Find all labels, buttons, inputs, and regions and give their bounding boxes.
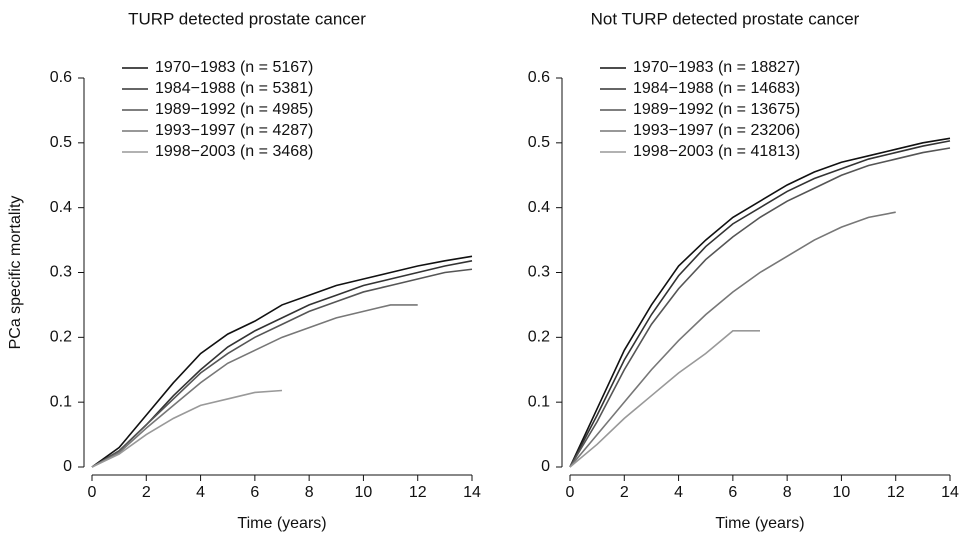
- x-tick-label: 10: [355, 484, 373, 501]
- y-tick-label: 0: [541, 458, 550, 475]
- legend-label: 1970−1983 (n = 18827): [633, 59, 800, 76]
- y-tick-label: 0.2: [528, 329, 550, 346]
- legend-label: 1970−1983 (n = 5167): [155, 59, 313, 76]
- y-tick-label: 0.5: [50, 134, 72, 151]
- y-tick-label: 0.2: [50, 329, 72, 346]
- series-line: [569, 211, 896, 468]
- x-tick-label: 6: [250, 484, 259, 501]
- series-line: [569, 147, 951, 468]
- x-tick-label: 0: [88, 484, 97, 501]
- x-tick-label: 2: [620, 484, 629, 501]
- series-line: [91, 304, 418, 468]
- legend-label: 1993−1997 (n = 23206): [633, 122, 800, 139]
- series-line: [569, 330, 760, 468]
- x-tick-label: 4: [196, 484, 205, 501]
- y-tick-label: 0.5: [528, 134, 550, 151]
- legend-label: 1989−1992 (n = 4985): [155, 101, 313, 118]
- y-tick-label: 0.3: [50, 264, 72, 281]
- y-tick-label: 0.4: [50, 199, 72, 216]
- x-tick-label: 12: [887, 484, 905, 501]
- legend-label: 1984−1988 (n = 5381): [155, 80, 313, 97]
- legend-label: 1984−1988 (n = 14683): [633, 80, 800, 97]
- y-tick-label: 0.1: [528, 393, 550, 410]
- x-tick-label: 0: [566, 484, 575, 501]
- y-tick-label: 0.1: [50, 393, 72, 410]
- y-tick-label: 0.3: [528, 264, 550, 281]
- series-line: [91, 260, 473, 468]
- legend-label: 1998−2003 (n = 3468): [155, 143, 313, 160]
- x-tick-label: 4: [674, 484, 683, 501]
- y-tick-label: 0.6: [528, 69, 550, 86]
- x-tick-label: 2: [142, 484, 151, 501]
- y-tick-label: 0.4: [528, 199, 550, 216]
- panel-title: Not TURP detected prostate cancer: [591, 9, 860, 28]
- series-line: [569, 140, 951, 468]
- x-axis-label: Time (years): [715, 515, 804, 532]
- series-line: [91, 268, 473, 468]
- series-line: [569, 137, 951, 468]
- panel-title: TURP detected prostate cancer: [128, 9, 366, 28]
- x-tick-label: 14: [941, 484, 959, 501]
- series-line: [91, 255, 473, 468]
- legend-label: 1998−2003 (n = 41813): [633, 143, 800, 160]
- legend-label: 1989−1992 (n = 13675): [633, 101, 800, 118]
- x-tick-label: 14: [463, 484, 481, 501]
- series-line: [91, 389, 283, 468]
- legend-label: 1993−1997 (n = 4287): [155, 122, 313, 139]
- x-tick-label: 6: [728, 484, 737, 501]
- x-axis-label: Time (years): [237, 515, 326, 532]
- y-axis-label: PCa specific mortality: [7, 196, 24, 350]
- x-tick-label: 8: [783, 484, 792, 501]
- x-tick-label: 12: [409, 484, 427, 501]
- y-tick-label: 0: [63, 458, 72, 475]
- x-tick-label: 10: [833, 484, 851, 501]
- y-tick-label: 0.6: [50, 69, 72, 86]
- x-tick-label: 8: [305, 484, 314, 501]
